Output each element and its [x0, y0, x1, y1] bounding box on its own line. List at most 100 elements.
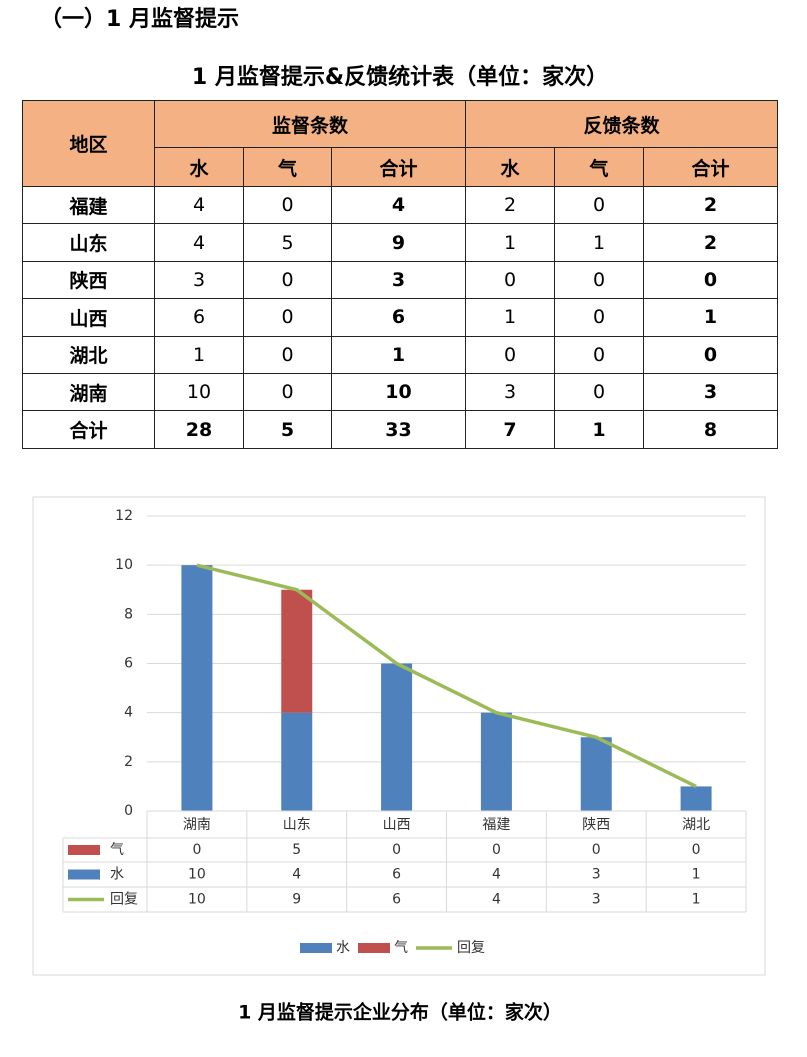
data-table-value: 1 [692, 867, 701, 883]
table-cell: 湖南 [22, 372, 155, 412]
table-cell: 陕西 [22, 260, 155, 300]
table-row: 湖南 10 0 10 3 0 3 [22, 372, 778, 412]
table-cell: 1 [554, 223, 644, 262]
data-table-value: 6 [392, 867, 401, 883]
legend-key [68, 845, 100, 855]
legend-label: 水 [336, 940, 350, 956]
table-cell: 0 [465, 260, 555, 300]
y-tick-label: 10 [115, 557, 133, 573]
header-cell: 水 [154, 147, 244, 187]
header-cell: 气 [243, 147, 332, 187]
data-table-value: 0 [392, 842, 401, 858]
table-cell: 10 [331, 372, 466, 412]
table-cell: 5 [243, 223, 332, 262]
table-cell: 0 [465, 335, 555, 374]
data-table-value: 6 [392, 892, 401, 908]
table-cell: 7 [465, 410, 555, 449]
legend-label: 气 [110, 842, 124, 858]
table-cell: 2 [643, 185, 778, 225]
x-tick-label: 湖北 [682, 817, 710, 833]
table-row: 合计 28 5 33 7 1 8 [22, 410, 778, 449]
data-table-value: 4 [492, 867, 501, 883]
table-cell: 3 [465, 372, 555, 412]
x-tick-label: 山东 [283, 817, 311, 833]
y-tick-label: 2 [124, 754, 133, 770]
y-tick-label: 4 [124, 705, 133, 721]
table-cell: 0 [643, 335, 778, 374]
table-cell: 6 [154, 298, 244, 337]
table-cell: 山东 [22, 223, 155, 262]
bar [381, 663, 413, 811]
table-cell: 1 [331, 335, 466, 374]
legend-label: 回复 [457, 939, 485, 956]
legend-key [68, 869, 100, 880]
table-head: 地区 监督条数 反馈条数 水气合计水气合计 [22, 100, 778, 187]
data-table-value: 10 [188, 892, 206, 908]
table-row: 山西 6 0 6 1 0 1 [22, 298, 778, 337]
data-table-value: 3 [592, 867, 601, 883]
data-table-value: 0 [492, 842, 501, 858]
table-cell: 3 [331, 260, 466, 300]
table-cell: 0 [554, 185, 644, 225]
table-cell: 4 [154, 185, 244, 225]
table-body: 福建 4 0 4 2 0 2 山东 4 5 9 1 1 2 陕西 3 0 3 0 0 0 山西 6 0 6 1 0 1 湖北 1 0 1 0 0 0… [22, 185, 778, 449]
line-series [196, 563, 697, 788]
bar [680, 786, 712, 811]
table-cell: 山西 [22, 298, 155, 337]
header-row: 水气合计水气合计 [23, 147, 778, 187]
data-table-value: 5 [292, 842, 301, 858]
table-cell: 0 [554, 298, 644, 337]
table-cell: 0 [554, 372, 644, 412]
table-cell: 0 [554, 260, 644, 300]
table-row: 福建 4 0 4 2 0 2 [22, 185, 778, 225]
legend-key [300, 943, 332, 953]
bar [181, 565, 213, 811]
legend-label: 水 [110, 867, 124, 883]
table-cell: 5 [243, 410, 332, 449]
table-title: 1 月监督提示&反馈统计表（单位：家次） [192, 64, 608, 90]
table-cell: 合计 [22, 410, 155, 449]
header-cell: 合计 [331, 147, 466, 187]
table-cell: 湖北 [22, 335, 155, 374]
table-row: 陕西 3 0 3 0 0 0 [22, 260, 778, 300]
data-table-value: 1 [692, 892, 701, 908]
table-cell: 4 [331, 185, 466, 225]
table-cell: 2 [643, 223, 778, 262]
bar [580, 737, 612, 811]
table-row: 山东 4 5 9 1 1 2 [22, 223, 778, 262]
table-cell: 0 [243, 185, 332, 225]
bar [480, 712, 512, 811]
table-cell: 8 [643, 410, 778, 449]
table-cell: 0 [554, 335, 644, 374]
table-cell: 0 [243, 298, 332, 337]
table-cell: 0 [243, 372, 332, 412]
table-cell: 1 [154, 335, 244, 374]
legend-label: 回复 [110, 891, 138, 908]
data-table-value: 10 [188, 867, 206, 883]
table-cell: 9 [331, 223, 466, 262]
table-cell: 1 [465, 298, 555, 337]
data-table-value: 4 [492, 892, 501, 908]
header-cell: 水 [465, 147, 555, 187]
table-cell: 0 [243, 335, 332, 374]
stats-table: 地区 监督条数 反馈条数 水气合计水气合计 福建 4 0 4 2 0 2 山东 4 5 9 1 1 2 陕西… [22, 100, 778, 449]
table-cell: 4 [154, 223, 244, 262]
x-tick-label: 福建 [482, 817, 510, 833]
table-cell: 10 [154, 372, 244, 412]
y-tick-label: 6 [124, 656, 133, 672]
heading: （一）1 月监督提示 [40, 6, 239, 32]
header-cell: 地区 [22, 100, 155, 187]
table-cell: 28 [154, 410, 244, 449]
header-cell: 气 [554, 147, 644, 187]
x-tick-label: 湖南 [183, 817, 211, 833]
data-table-value: 4 [292, 867, 301, 883]
x-tick-label: 陕西 [582, 817, 610, 833]
x-tick-label: 山西 [383, 817, 411, 833]
table-cell: 1 [465, 223, 555, 262]
table-cell: 福建 [22, 185, 155, 225]
table-cell: 33 [331, 410, 466, 449]
data-table-value: 3 [592, 892, 601, 908]
data-table-value: 9 [292, 892, 301, 908]
